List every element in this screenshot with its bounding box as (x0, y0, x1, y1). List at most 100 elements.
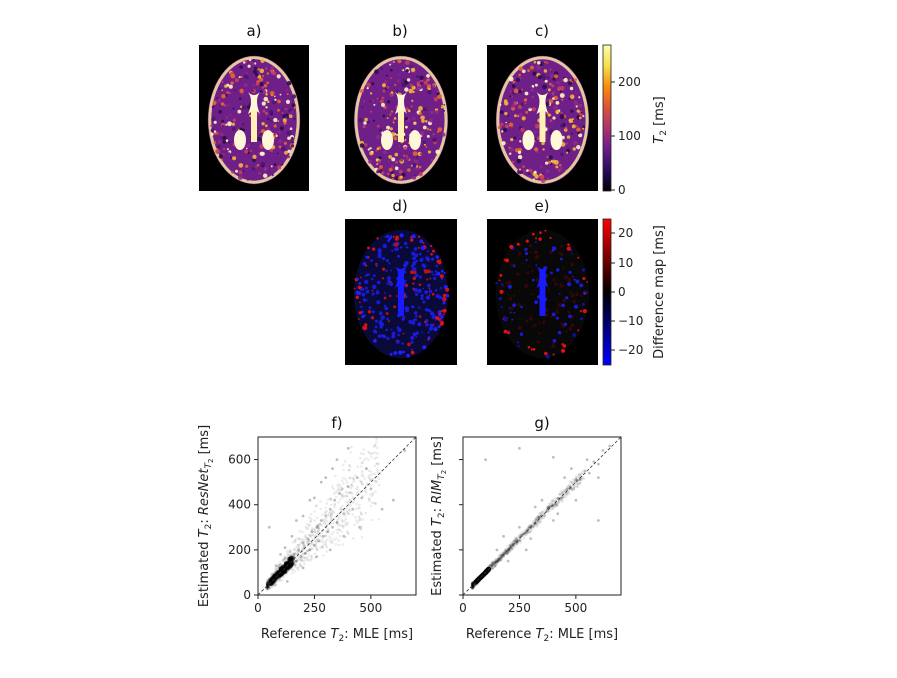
scatter-dot-core (278, 567, 283, 572)
scatter-dot (286, 555, 290, 558)
scatter-dot (309, 517, 313, 521)
scatter-dot (308, 523, 311, 527)
scatter-dot (350, 491, 353, 495)
scatter-point (299, 555, 303, 558)
scatter-dot (308, 524, 311, 528)
scatter-dot (269, 579, 273, 582)
scatter-dot-core (268, 581, 273, 586)
scatter-dot (480, 576, 484, 580)
scatter-point (283, 546, 287, 549)
scatter-dot (484, 574, 488, 577)
scatter-dot (537, 515, 540, 518)
scatter-dot (266, 580, 270, 583)
scatter-dot (566, 487, 570, 490)
scatter-dot (557, 498, 560, 502)
scatter-dot (371, 472, 374, 476)
scatter-dot (490, 562, 494, 565)
scatter-dot (274, 574, 278, 578)
scatter-dot (534, 517, 538, 521)
scatter-dot (266, 582, 269, 586)
scatter-dot (578, 481, 582, 485)
scatter-dot (471, 582, 474, 586)
scatter-dot (496, 557, 500, 561)
scatter-dot (471, 586, 475, 589)
scatter-dot (276, 566, 279, 569)
scatter-dot (522, 537, 526, 541)
scatter-dot (579, 481, 582, 485)
scatter-dot (267, 577, 271, 581)
scatter-dot (332, 521, 335, 525)
scatter-dot (499, 558, 503, 561)
scatter-dot (367, 469, 371, 473)
scatter-dot (269, 579, 272, 583)
scatter-dot (543, 514, 547, 517)
scatter-dot (269, 576, 273, 580)
scatter-dot (368, 499, 371, 503)
scatter-dot (574, 476, 578, 480)
scatter-dot (475, 581, 479, 584)
scatter-dot (371, 477, 374, 480)
scatter-point (279, 566, 282, 570)
scatter-dot (350, 483, 353, 487)
scatter-dot (265, 582, 269, 585)
scatter-dot (477, 576, 481, 580)
scatter-dot-core (284, 561, 289, 566)
scatter-dot (267, 584, 270, 588)
scatter-dot (503, 549, 507, 552)
colorbar-diff-gradient (602, 218, 612, 366)
scatter-dot (286, 567, 290, 571)
x-tick-label: 250 (303, 601, 326, 615)
scatter-dot (573, 479, 576, 483)
scatter-dot (509, 544, 513, 548)
scatter-dot (266, 584, 270, 588)
x-tick-label: 0 (254, 601, 262, 615)
diff-map-e (487, 219, 598, 365)
scatter-dot (497, 559, 500, 563)
scatter-dot (283, 562, 286, 566)
scatter-dot-core (287, 559, 292, 565)
scatter-dot (277, 565, 281, 569)
scatter-dot (517, 540, 520, 543)
scatter-dot (502, 550, 505, 553)
scatter-dot (553, 502, 557, 506)
scatter-g-xlabel: Reference T2: MLE [ms] (466, 627, 618, 644)
scatter-dot (491, 562, 494, 565)
scatter-dot (303, 539, 306, 542)
scatter-dot (294, 549, 298, 552)
scatter-dot (375, 480, 379, 484)
scatter-dot (294, 552, 297, 555)
scatter-dot (374, 451, 377, 454)
scatter-dot (368, 473, 372, 477)
scatter-dot (347, 532, 350, 536)
scatter-dot-core (273, 574, 278, 579)
scatter-point (540, 498, 544, 502)
scatter-point (276, 572, 280, 575)
scatter-dot (534, 517, 538, 521)
scatter-dot (494, 560, 498, 563)
scatter-dot (557, 498, 561, 502)
scatter-dot-core (270, 579, 275, 584)
scatter-dot (377, 462, 380, 466)
scatter-dot (492, 561, 495, 564)
scatter-dot (292, 559, 296, 563)
scatter-point (273, 576, 277, 579)
scatter-dot (540, 513, 543, 516)
scatter-point (556, 512, 560, 516)
scatter-dot (500, 556, 503, 559)
scatter-dot (291, 540, 295, 544)
scatter-dot-core (484, 569, 490, 574)
scatter-dot (330, 539, 334, 543)
scatter-dot (499, 559, 502, 562)
scatter-dot (374, 490, 377, 493)
scatter-dot (301, 537, 304, 541)
scatter-dot (548, 506, 552, 509)
scatter-dot (515, 537, 518, 540)
scatter-dot (376, 468, 379, 472)
scatter-dot (557, 501, 560, 505)
scatter-dot (318, 522, 322, 525)
scatter-dot-core (486, 566, 491, 571)
scatter-dot-core (279, 572, 284, 577)
scatter-dot (303, 543, 306, 547)
scatter-dot-core (272, 574, 277, 579)
scatter-dot (515, 542, 519, 545)
